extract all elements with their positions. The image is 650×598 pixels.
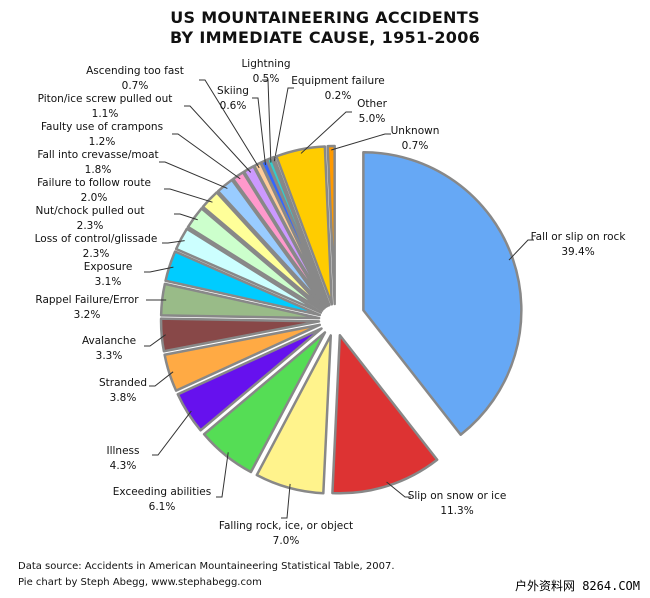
pie-slice-avalanche <box>159 317 321 353</box>
pie-slice-fall-or-slip-on-rock <box>362 150 523 436</box>
pie-slice-unknown <box>326 144 336 306</box>
leader-line-stranded <box>149 371 174 387</box>
value-label-lightning: 0.5% <box>253 73 280 85</box>
value-label-rappel-failure-error: 3.2% <box>74 309 101 321</box>
value-label-stranded: 3.8% <box>110 392 137 404</box>
leader-line-nut-chock-pulled-out <box>174 213 198 221</box>
pie-slice-fall-into-crevasse-moat <box>216 178 327 309</box>
pie-slice-slip-on-snow-or-ice <box>331 333 439 495</box>
value-label-loss-of-control-glissade: 2.3% <box>83 248 110 260</box>
leader-line-slip-on-snow-or-ice <box>386 481 411 498</box>
data-label-rappel-failure-error: Rappel Failure/Error <box>35 294 139 306</box>
data-label-slip-on-snow-or-ice: Slip on snow or ice <box>408 490 507 502</box>
pie-slice-illness <box>176 327 323 432</box>
value-label-fall-into-crevasse-moat: 1.8% <box>85 164 112 176</box>
pie-slice-loss-of-control-glissade <box>174 227 323 314</box>
pie-slice-exposure <box>164 250 322 317</box>
pie-slice-failure-to-follow-route <box>201 191 325 311</box>
value-label-nut-chock-pulled-out: 2.3% <box>77 220 104 232</box>
value-label-ascending-too-fast: 0.7% <box>122 80 149 92</box>
data-label-equipment-failure: Equipment failure <box>291 75 385 87</box>
pie-slice-stranded <box>163 323 322 392</box>
data-label-other: Other <box>357 98 387 110</box>
value-label-faulty-use-of-crampons: 1.2% <box>89 136 116 148</box>
leader-line-other <box>300 111 352 154</box>
value-label-unknown: 0.7% <box>402 140 429 152</box>
data-label-unknown: Unknown <box>391 125 440 137</box>
leader-line-skiing <box>252 97 266 165</box>
leader-line-ascending-too-fast <box>199 79 260 169</box>
data-label-stranded: Stranded <box>99 377 147 389</box>
data-label-loss-of-control-glissade: Loss of control/glissade <box>35 233 158 245</box>
value-label-slip-on-snow-or-ice: 11.3% <box>440 505 473 517</box>
value-label-failure-to-follow-route: 2.0% <box>81 192 108 204</box>
value-label-equipment-failure: 0.2% <box>325 90 352 102</box>
pie-slice-falling-rock-ice-or-object <box>255 334 333 495</box>
data-label-piton-ice-screw-pulled-out: Piton/ice screw pulled out <box>38 93 173 105</box>
leader-line-avalanche <box>144 334 166 347</box>
leader-line-equipment-failure <box>273 87 294 162</box>
pie-slice-other <box>275 145 334 306</box>
leader-line-lightning <box>262 79 272 163</box>
value-label-exceeding-abilities: 6.1% <box>149 501 176 513</box>
data-label-exceeding-abilities: Exceeding abilities <box>113 486 211 498</box>
leader-line-failure-to-follow-route <box>164 188 213 203</box>
leader-line-fall-or-slip-on-rock <box>508 239 534 261</box>
value-label-skiing: 0.6% <box>220 100 247 112</box>
pie-slice-nut-chock-pulled-out <box>186 207 324 312</box>
data-label-failure-to-follow-route: Failure to follow route <box>37 177 151 189</box>
leader-line-falling-rock-ice-or-object <box>281 483 291 519</box>
value-label-piton-ice-screw-pulled-out: 1.1% <box>92 108 119 120</box>
value-label-exposure: 3.1% <box>95 276 122 288</box>
pie-slice-exceeding-abilities <box>202 331 327 474</box>
data-label-fall-into-crevasse-moat: Fall into crevasse/moat <box>37 149 158 161</box>
pie-slice-equipment-failure <box>270 155 331 307</box>
data-label-fall-or-slip-on-rock: Fall or slip on rock <box>531 231 627 243</box>
credit-note: Pie chart by Steph Abegg, www.stephabegg… <box>18 577 262 588</box>
data-label-avalanche: Avalanche <box>82 335 136 347</box>
value-label-avalanche: 3.3% <box>96 350 123 362</box>
data-label-lightning: Lightning <box>241 58 290 70</box>
leader-line-exposure <box>144 266 174 273</box>
leader-line-fall-into-crevasse-moat <box>159 161 228 189</box>
data-label-ascending-too-fast: Ascending too fast <box>86 65 184 77</box>
data-label-nut-chock-pulled-out: Nut/chock pulled out <box>35 205 144 217</box>
leader-line-faulty-use-of-crampons <box>172 133 241 180</box>
value-label-fall-or-slip-on-rock: 39.4% <box>561 246 594 258</box>
leader-line-piton-ice-screw-pulled-out <box>184 105 252 173</box>
value-label-other: 5.0% <box>359 113 386 125</box>
data-source-note: Data source: Accidents in American Mount… <box>18 561 395 572</box>
leader-line-exceeding-abilities <box>216 452 229 498</box>
value-label-falling-rock-ice-or-object: 7.0% <box>273 535 300 547</box>
chart-title: US MOUNTAINEERING ACCIDENTS <box>170 8 480 27</box>
data-label-faulty-use-of-crampons: Faulty use of crampons <box>41 121 163 133</box>
data-label-illness: Illness <box>107 445 140 457</box>
data-label-falling-rock-ice-or-object: Falling rock, ice, or object <box>219 520 353 532</box>
leader-line-loss-of-control-glissade <box>162 240 185 244</box>
leader-line-unknown <box>331 133 391 151</box>
data-label-exposure: Exposure <box>84 261 133 273</box>
chart-subtitle: BY IMMEDIATE CAUSE, 1951-2006 <box>169 28 481 47</box>
watermark: 户外资料网 8264.COM <box>514 579 640 593</box>
value-label-illness: 4.3% <box>110 460 137 472</box>
leader-line-illness <box>152 410 192 456</box>
data-label-skiing: Skiing <box>217 85 249 97</box>
